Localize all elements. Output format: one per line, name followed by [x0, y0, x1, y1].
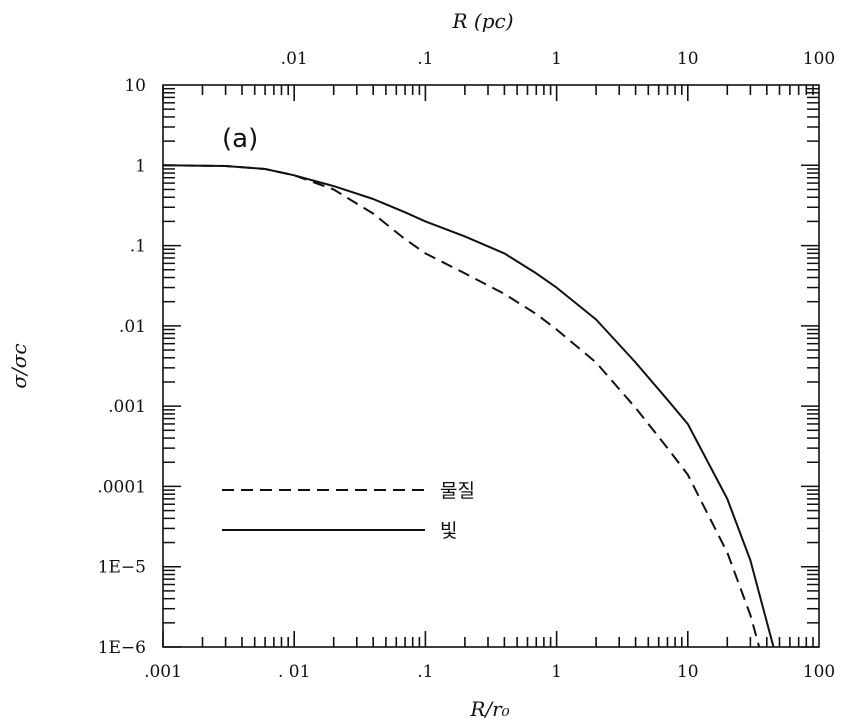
- top-tick-label: .01: [281, 49, 308, 69]
- tick-labels: .001 . 01 .1 1 10 100 .01 .1 1 10 100 1E−6 1E−5 .0001…: [97, 49, 835, 682]
- x-tick-label: 100: [803, 662, 835, 682]
- legend-label-matter: 물질: [440, 480, 475, 502]
- y-axis-title: σ/σc: [7, 343, 31, 388]
- x-tick-label: .1: [417, 662, 433, 682]
- x-tick-label: 1: [551, 662, 562, 682]
- y-tick-label: .001: [108, 397, 146, 417]
- top-tick-label: .1: [417, 49, 433, 69]
- series-lines: [162, 164, 775, 648]
- panel-label: (a): [222, 124, 258, 154]
- x-tick-label: . 01: [278, 662, 310, 682]
- y-tick-label: .01: [119, 317, 146, 337]
- y-tick-label: .1: [130, 237, 146, 257]
- y-tick-label: 10: [124, 76, 146, 96]
- top-tick-label: 100: [803, 49, 835, 69]
- series-line-light: [162, 164, 775, 648]
- plot-frame: [162, 84, 820, 648]
- x-axis-title: R/r₀: [469, 697, 509, 721]
- top-axis-title: R (pc): [451, 9, 513, 33]
- y-tick-label: 1E−6: [98, 638, 146, 658]
- top-tick-label: 10: [677, 49, 699, 69]
- legend: 물질 빛: [222, 480, 475, 542]
- tick-marks: [162, 85, 819, 648]
- top-tick-label: 1: [551, 49, 562, 69]
- legend-label-light: 빛: [440, 520, 457, 542]
- y-tick-label: 1: [135, 156, 146, 176]
- y-tick-label: .0001: [97, 477, 146, 497]
- x-tick-label: 10: [677, 662, 699, 682]
- y-tick-label: 1E−5: [98, 558, 146, 578]
- series-line-matter: [162, 164, 761, 648]
- x-tick-label: .001: [144, 662, 182, 682]
